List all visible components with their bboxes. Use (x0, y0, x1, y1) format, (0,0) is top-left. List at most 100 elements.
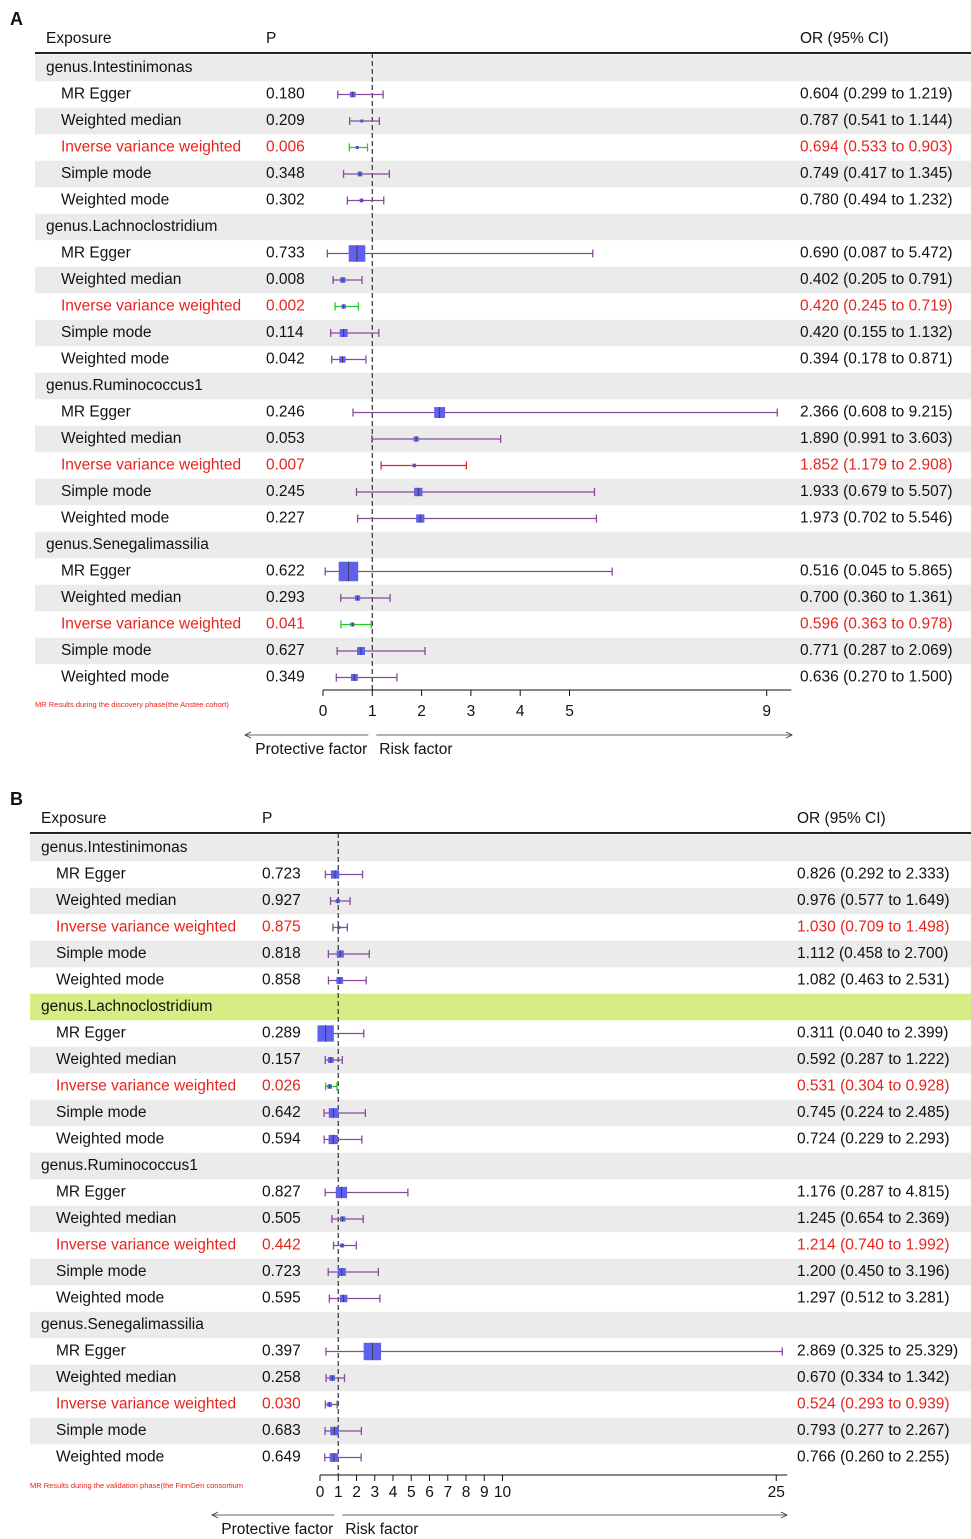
p-value: 0.595 (262, 1290, 301, 1307)
or-ci-label: 0.694 (0.533 to 0.903) (800, 139, 953, 156)
or-ci-label: 0.420 (0.245 to 0.719) (800, 298, 953, 315)
method-label: Inverse variance weighted (61, 616, 241, 633)
method-label: MR Egger (56, 1184, 126, 1201)
or-ci-label: 1.176 (0.287 to 4.815) (797, 1184, 950, 1201)
or-ci-label: 1.214 (0.740 to 1.992) (797, 1237, 950, 1254)
row-background (35, 372, 971, 400)
x-tick-label: 9 (480, 1484, 489, 1501)
x-tick-label: 2 (352, 1484, 361, 1501)
footnote: MR Results during the validation phase(t… (30, 1481, 243, 1490)
column-header: P (262, 810, 272, 827)
row-background (35, 425, 971, 453)
p-value: 0.041 (266, 616, 305, 633)
or-ci-label: 1.890 (0.991 to 3.603) (800, 430, 953, 447)
method-label: Inverse variance weighted (61, 139, 241, 156)
group-label: genus.Intestinimonas (46, 59, 193, 76)
p-value: 0.258 (262, 1369, 301, 1386)
arrow-right-head (785, 731, 793, 739)
row-background (30, 1205, 971, 1233)
or-ci-label: 0.636 (0.270 to 1.500) (800, 669, 953, 686)
x-tick-label: 25 (768, 1484, 785, 1501)
or-ci-label: 0.524 (0.293 to 0.939) (797, 1396, 950, 1413)
p-value: 0.006 (266, 139, 305, 156)
p-value: 0.209 (266, 112, 305, 129)
p-value: 0.302 (266, 192, 305, 209)
or-ci-label: 1.082 (0.463 to 2.531) (797, 972, 950, 989)
or-ci-label: 0.670 (0.334 to 1.342) (797, 1369, 950, 1386)
or-ci-label: 0.311 (0.040 to 2.399) (797, 1025, 948, 1042)
method-label: Weighted median (56, 1369, 176, 1386)
column-header: P (266, 30, 276, 47)
or-ci-label: 1.245 (0.654 to 2.369) (797, 1210, 950, 1227)
method-label: MR Egger (61, 245, 131, 262)
or-ci-label: 0.690 (0.087 to 5.472) (800, 245, 953, 262)
p-value: 0.002 (266, 298, 305, 315)
or-ci-label: 1.852 (1.179 to 2.908) (800, 457, 953, 474)
x-tick-label: 0 (316, 1484, 325, 1501)
p-value: 0.180 (266, 86, 305, 103)
arrow-right-head (780, 1511, 788, 1519)
p-value: 0.289 (262, 1025, 301, 1042)
or-ci-label: 0.596 (0.363 to 0.978) (800, 616, 953, 633)
footnote: MR Results during the discovery phase(th… (35, 700, 229, 709)
or-ci-label: 0.780 (0.494 to 1.232) (800, 192, 953, 209)
or-ci-label: 1.933 (0.679 to 5.507) (800, 483, 953, 500)
method-label: MR Egger (56, 866, 126, 883)
method-label: Inverse variance weighted (56, 919, 236, 936)
column-header: OR (95% CI) (797, 810, 886, 827)
method-label: MR Egger (61, 86, 131, 103)
or-ci-label: 1.030 (0.709 to 1.498) (797, 919, 950, 936)
group-label: genus.Senegalimassilia (46, 536, 209, 553)
column-header: OR (95% CI) (800, 30, 889, 47)
p-value: 0.397 (262, 1343, 301, 1360)
group-label: genus.Lachnoclostridium (41, 998, 212, 1015)
method-label: Simple mode (56, 1263, 146, 1280)
or-ci-label: 0.826 (0.292 to 2.333) (797, 866, 950, 883)
panel-letter: A (10, 9, 23, 29)
x-tick-label: 4 (389, 1484, 398, 1501)
group-label: genus.Ruminococcus1 (46, 377, 203, 394)
method-label: Weighted mode (56, 1449, 164, 1466)
p-value: 0.008 (266, 271, 305, 288)
or-ci-label: 0.976 (0.577 to 1.649) (797, 892, 950, 909)
row-background (35, 213, 971, 241)
row-background (35, 531, 971, 559)
p-value: 0.622 (266, 563, 305, 580)
p-value: 0.157 (262, 1051, 301, 1068)
method-label: Simple mode (61, 165, 151, 182)
x-tick-label: 1 (334, 1484, 343, 1501)
or-ci-label: 2.366 (0.608 to 9.215) (800, 404, 953, 421)
or-ci-label: 0.516 (0.045 to 5.865) (800, 563, 953, 580)
row-background (30, 1258, 971, 1286)
p-value: 0.594 (262, 1131, 301, 1148)
method-label: Inverse variance weighted (56, 1237, 236, 1254)
p-value: 0.114 (266, 324, 304, 341)
method-label: Weighted mode (61, 510, 169, 527)
method-label: Inverse variance weighted (61, 457, 241, 474)
or-ci-label: 1.200 (0.450 to 3.196) (797, 1263, 950, 1280)
p-value: 0.723 (262, 1263, 301, 1280)
arrow-label: Risk factor (379, 741, 452, 758)
x-tick-label: 7 (443, 1484, 452, 1501)
method-label: Inverse variance weighted (61, 298, 241, 315)
x-tick-label: 8 (462, 1484, 471, 1501)
method-label: Weighted median (61, 112, 181, 129)
or-ci-label: 1.112 (0.458 to 2.700) (797, 945, 948, 962)
or-ci-label: 0.700 (0.360 to 1.361) (800, 589, 953, 606)
method-label: Inverse variance weighted (56, 1396, 236, 1413)
or-ci-label: 2.869 (0.325 to 25.329) (797, 1343, 958, 1360)
p-value: 0.642 (262, 1104, 301, 1121)
or-ci-label: 0.771 (0.287 to 2.069) (800, 642, 953, 659)
method-label: Inverse variance weighted (56, 1078, 236, 1095)
or-ci-label: 0.394 (0.178 to 0.871) (800, 351, 953, 368)
method-label: Simple mode (56, 945, 146, 962)
method-label: Weighted median (56, 892, 176, 909)
row-background (30, 940, 971, 968)
method-label: Simple mode (61, 642, 151, 659)
or-ci-label: 0.787 (0.541 to 1.144) (800, 112, 953, 129)
method-label: Weighted mode (61, 669, 169, 686)
method-label: Weighted mode (56, 1290, 164, 1307)
x-tick-label: 3 (467, 703, 476, 720)
x-tick-label: 3 (370, 1484, 379, 1501)
